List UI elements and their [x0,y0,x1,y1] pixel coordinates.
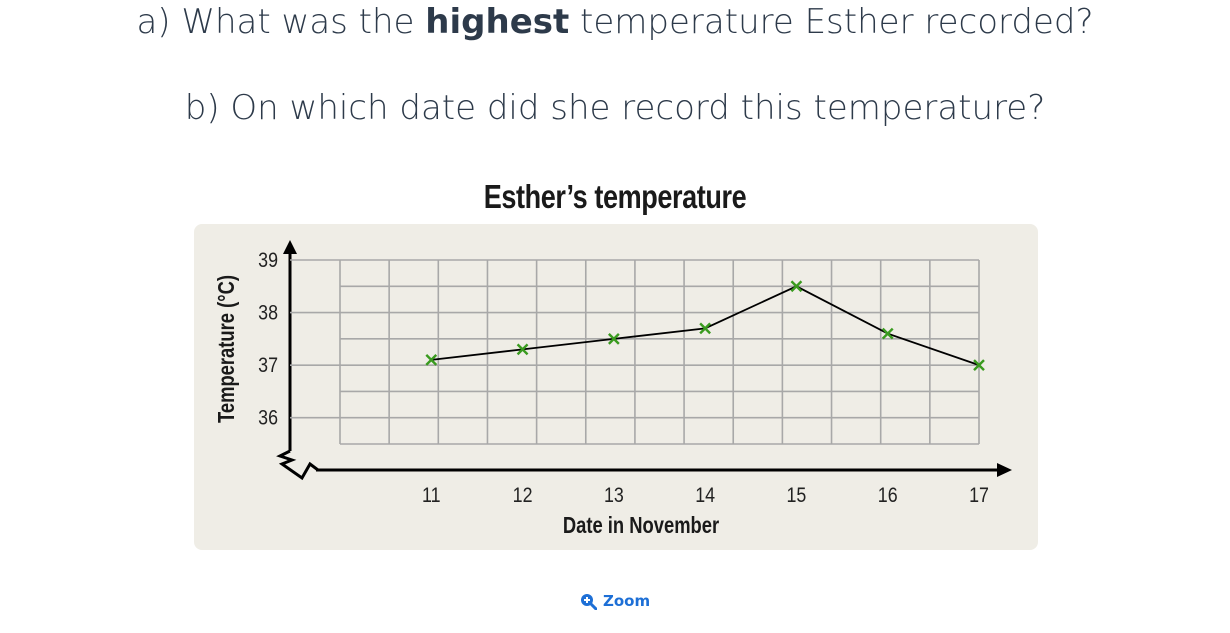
question-a-suffix: temperature Esther recorded? [569,2,1094,42]
x-tick-label: 12 [513,484,533,508]
y-tick-label: 38 [258,301,278,325]
chart-title: Esther’s temperature [483,178,747,215]
x-axis-title: Date in November [563,513,719,538]
chart-panel: 36 37 38 39 11 12 13 14 15 16 17 Date in November Te… [194,224,1038,550]
series-line [431,285,980,366]
axis-break [276,449,319,481]
data-point-marker [790,280,803,293]
x-tick-label: 16 [878,484,898,508]
line-chart: 36 37 38 39 11 12 13 14 15 16 17 Date in November Te… [214,240,1012,539]
data-point-marker [608,333,620,345]
data-point-marker [881,327,894,340]
x-axis-arrow [997,463,1012,477]
question-a: a) What was the highest temperature Esth… [0,2,1230,42]
x-tick-label: 11 [422,484,441,508]
data-point-marker [516,343,529,356]
data-point-marker [973,359,985,371]
data-point-marker [425,354,438,366]
x-tick-label: 17 [969,484,989,508]
y-tick-label: 37 [258,354,278,378]
x-tick-label: 15 [787,484,807,508]
x-tick-label: 13 [604,484,624,508]
question-a-prefix: a) What was the [136,2,426,42]
question-a-emphasis: highest [425,2,570,42]
y-tick-label: 36 [258,406,278,430]
zoom-in-icon [581,593,597,610]
y-axis-title: Temperature (°C) [214,275,239,423]
zoom-label: Zoom [603,592,651,610]
y-axis-arrow [283,240,297,254]
y-tick-label: 39 [258,249,278,273]
x-tick-label: 14 [695,484,715,508]
data-point-marker [699,322,711,335]
question-b: b) On which date did she record this tem… [184,88,1046,128]
zoom-button[interactable]: Zoom [580,592,650,610]
